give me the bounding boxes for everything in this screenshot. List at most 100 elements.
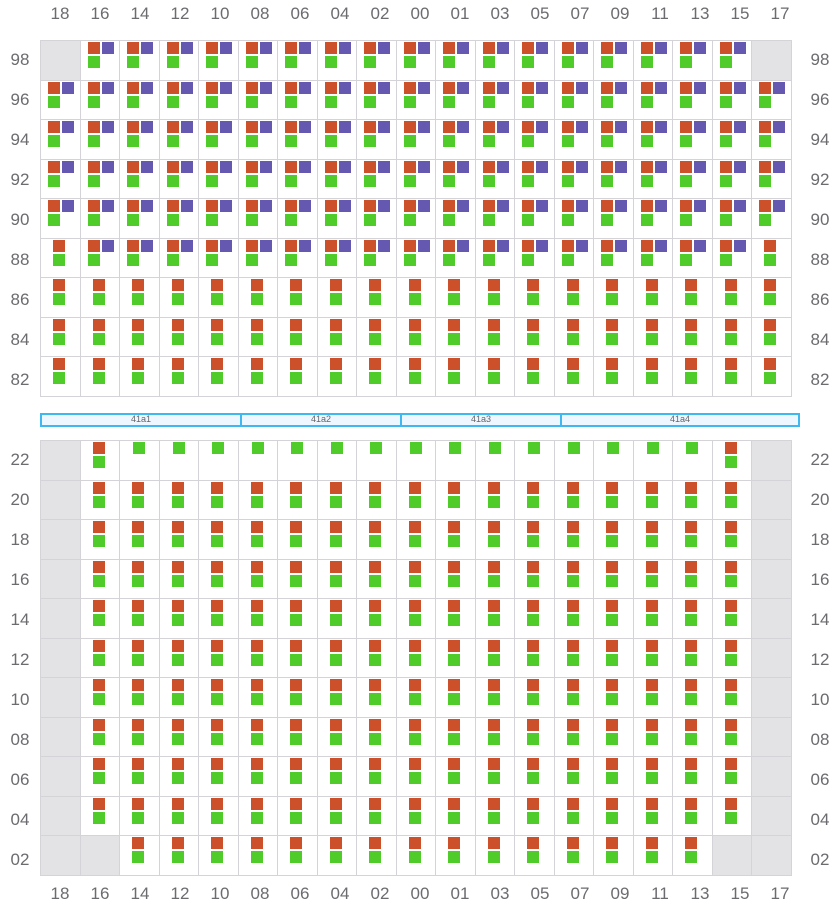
purple-unit[interactable] [180,239,193,252]
slot[interactable] [317,41,357,81]
orange-unit[interactable] [329,837,342,849]
slot[interactable] [120,80,160,120]
orange-unit[interactable] [448,481,460,494]
orange-unit[interactable] [724,442,737,454]
green-unit[interactable] [206,95,218,108]
orange-unit[interactable] [408,481,421,494]
orange-unit[interactable] [92,358,105,370]
orange-unit[interactable] [211,837,223,849]
green-unit[interactable] [408,811,421,824]
slot[interactable] [515,757,555,797]
slot[interactable] [436,199,476,239]
slot[interactable] [436,836,476,876]
slot[interactable] [554,278,594,318]
slot[interactable] [475,357,515,397]
green-unit[interactable] [764,332,776,345]
orange-unit[interactable] [685,679,697,691]
slot[interactable] [278,717,318,757]
orange-unit[interactable] [329,718,342,731]
orange-unit[interactable] [606,837,618,849]
orange-unit[interactable] [443,239,455,252]
slot[interactable] [120,238,160,278]
orange-unit[interactable] [487,279,500,291]
purple-unit[interactable] [615,239,627,252]
slot[interactable] [633,278,673,318]
orange-unit[interactable] [166,121,179,133]
orange-unit[interactable] [443,42,455,54]
green-unit[interactable] [724,332,737,345]
orange-unit[interactable] [606,758,618,770]
orange-unit[interactable] [522,160,534,173]
orange-unit[interactable] [250,279,263,291]
purple-unit[interactable] [220,42,232,54]
slot[interactable] [317,357,357,397]
slot[interactable] [594,836,634,876]
green-unit[interactable] [166,253,179,266]
green-unit[interactable] [87,214,100,226]
orange-unit[interactable] [245,121,258,133]
orange-unit[interactable] [680,121,692,133]
slot[interactable] [554,638,594,678]
slot[interactable] [436,120,476,160]
purple-unit[interactable] [654,121,667,133]
orange-unit[interactable] [408,718,421,731]
green-unit[interactable] [211,732,223,745]
orange-unit[interactable] [290,797,302,810]
slot[interactable] [712,520,752,560]
zone-41a1[interactable]: 41a1 [40,413,240,427]
green-unit[interactable] [527,332,539,345]
slot[interactable] [752,80,792,120]
slot[interactable] [475,678,515,718]
slot[interactable] [633,480,673,520]
green-unit[interactable] [403,135,416,147]
slot[interactable] [633,796,673,836]
orange-unit[interactable] [132,560,144,573]
orange-unit[interactable] [132,481,144,494]
orange-unit[interactable] [211,758,223,770]
orange-unit[interactable] [92,600,105,612]
slot[interactable] [238,796,278,836]
orange-unit[interactable] [132,279,144,291]
purple-unit[interactable] [220,239,232,252]
slot[interactable] [120,357,160,397]
slot[interactable] [41,357,81,397]
green-unit[interactable] [685,732,697,745]
slot[interactable] [712,278,752,318]
orange-unit[interactable] [719,81,732,94]
green-unit[interactable] [645,495,658,508]
orange-unit[interactable] [250,600,263,612]
green-unit[interactable] [685,495,697,508]
green-unit[interactable] [409,442,422,454]
green-unit[interactable] [211,693,223,705]
green-unit[interactable] [685,811,697,824]
slot[interactable] [199,199,239,239]
orange-unit[interactable] [290,279,302,291]
green-unit[interactable] [250,372,263,384]
slot[interactable] [159,238,199,278]
green-unit[interactable] [369,772,381,784]
orange-unit[interactable] [403,81,416,94]
green-unit[interactable] [127,95,139,108]
purple-unit[interactable] [220,200,232,212]
green-unit[interactable] [211,293,223,305]
green-unit[interactable] [685,851,697,863]
green-unit[interactable] [329,772,342,784]
orange-unit[interactable] [408,679,421,691]
green-unit[interactable] [408,535,421,547]
orange-unit[interactable] [566,797,579,810]
slot[interactable] [594,441,634,481]
green-unit[interactable] [645,293,658,305]
orange-unit[interactable] [324,42,337,54]
slot[interactable] [554,357,594,397]
orange-unit[interactable] [640,121,653,133]
orange-unit[interactable] [87,160,100,173]
slot[interactable] [673,559,713,599]
green-unit[interactable] [364,214,376,226]
orange-unit[interactable] [606,481,618,494]
orange-unit[interactable] [250,797,263,810]
purple-unit[interactable] [338,121,351,133]
green-unit[interactable] [171,574,184,587]
slot[interactable] [80,717,120,757]
slot[interactable] [673,357,713,397]
green-unit[interactable] [290,372,302,384]
